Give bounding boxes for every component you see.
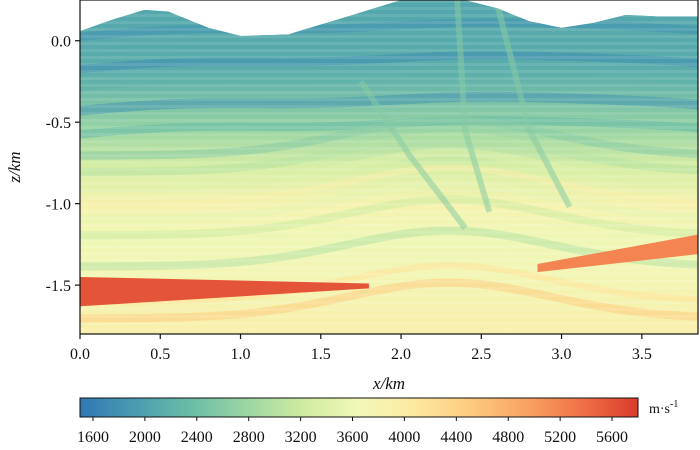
x-tick-label: 0.5 (150, 346, 170, 363)
fault-line (494, 4, 573, 209)
colorbar-gradient (79, 397, 639, 418)
colorbar-tick-label: 2800 (233, 429, 265, 446)
x-axis: 0.0 0.5 1.0 1.5 2.0 2.5 3.0 3.5 (70, 334, 652, 363)
colorbar-tick-label: 1600 (77, 429, 109, 446)
y-axis: 0.0 -0.5 -1.0 -1.5 (46, 34, 80, 295)
x-tick-label: 0.0 (70, 346, 90, 363)
colorbar-tick-label: 4800 (492, 429, 524, 446)
colorbar-tick-label: 5200 (544, 429, 576, 446)
x-tick-label: 2.5 (471, 346, 491, 363)
colorbar-tick-label: 2400 (181, 429, 213, 446)
x-tick-label: 3.0 (552, 346, 572, 363)
colorbar-unit-exponent: -1 (670, 399, 678, 410)
sky-mask (80, 0, 698, 36)
x-tick-label: 3.5 (632, 346, 652, 363)
x-tick-label: 1.0 (231, 346, 251, 363)
colorbar-tick-label: 2000 (129, 429, 161, 446)
x-axis-label: x/km (372, 374, 405, 393)
colorbar-tick-label: 4400 (440, 429, 472, 446)
y-tick-label: 0.0 (51, 34, 71, 51)
high-velocity-layer (537, 234, 698, 273)
high-velocity-layer (80, 276, 369, 307)
colorbar: 1600 2000 2400 2800 3200 3600 4000 4400 4800 5200… (77, 397, 639, 446)
colorbar-tick-label: 3600 (337, 429, 369, 446)
plot-area (80, 0, 698, 334)
y-axis-label: z/km (5, 151, 24, 183)
colorbar-tick-label: 5600 (596, 429, 628, 446)
colorbar-tick-label: 3200 (285, 429, 317, 446)
y-tick-label: -1.0 (46, 197, 71, 214)
colorbar-unit: m·s-1 (649, 399, 678, 417)
strata-texture (80, 0, 698, 334)
y-tick-label: -1.5 (46, 278, 71, 295)
colorbar-unit-base: m·s (649, 402, 670, 417)
fault-line (454, 0, 493, 213)
x-tick-label: 1.5 (311, 346, 331, 363)
fault-line (358, 79, 468, 230)
plot-frame (79, 0, 699, 335)
y-tick-label: -0.5 (46, 115, 71, 132)
x-tick-label: 2.0 (391, 346, 411, 363)
colorbar-tick-label: 4000 (388, 429, 420, 446)
